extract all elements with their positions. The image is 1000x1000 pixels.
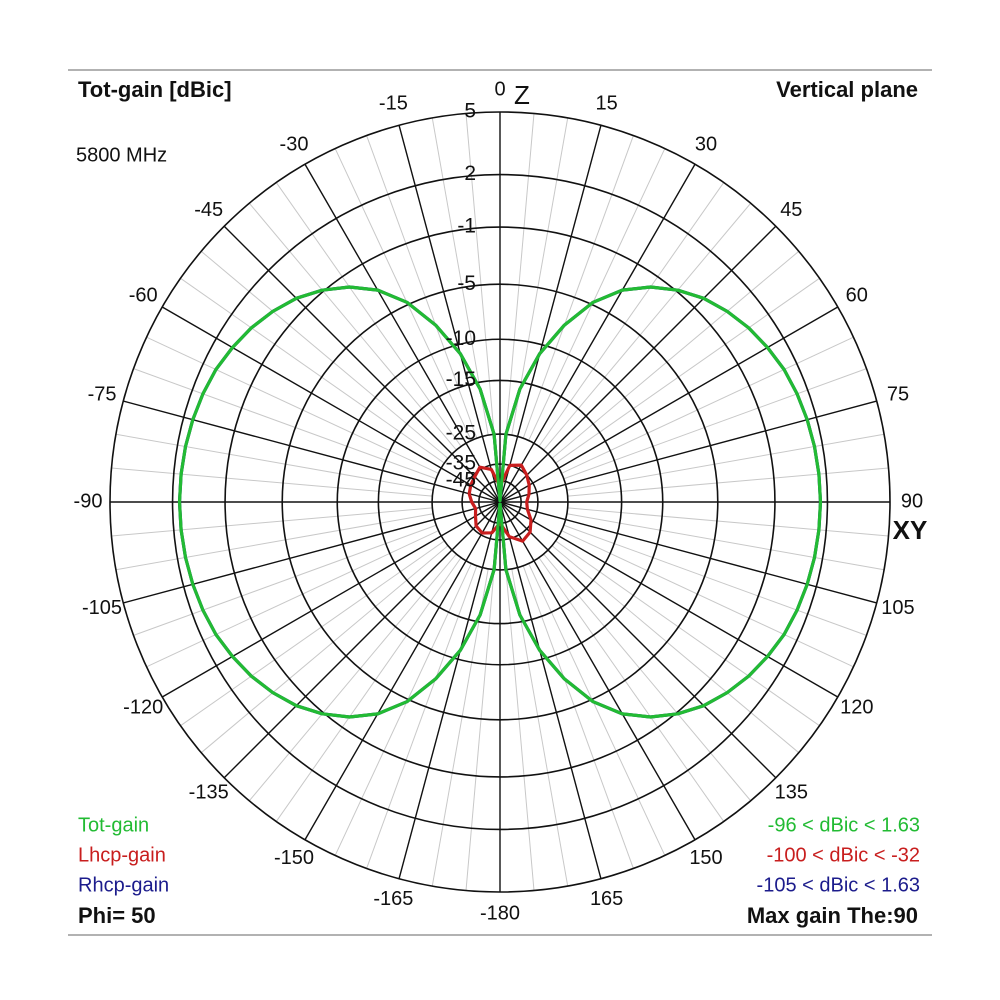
r-tick-label: -5 bbox=[457, 272, 476, 295]
angle-spoke bbox=[499, 306, 839, 503]
angle-spoke bbox=[499, 501, 839, 698]
angle-tick-label: -180 bbox=[480, 902, 520, 924]
angle-tick-label: -135 bbox=[189, 782, 229, 804]
xy-axis-label: XY bbox=[893, 515, 928, 545]
angle-tick-label: -105 bbox=[82, 597, 122, 619]
angle-tick-label: 90 bbox=[901, 490, 923, 512]
angle-tick-label: 105 bbox=[881, 597, 914, 619]
angle-tick-label: 45 bbox=[780, 199, 802, 221]
angle-tick-label: -150 bbox=[274, 847, 314, 869]
angle-tick-label: -15 bbox=[379, 92, 408, 114]
angle-spoke bbox=[499, 225, 777, 503]
phi-label: Phi= 50 bbox=[78, 903, 156, 928]
max-gain-label: Max gain The:90 bbox=[747, 903, 918, 928]
r-tick-label: 2 bbox=[464, 162, 476, 185]
angle-spoke bbox=[499, 501, 696, 841]
angle-tick-label: -165 bbox=[373, 888, 413, 910]
r-tick-label: -1 bbox=[457, 215, 476, 238]
angle-spoke bbox=[499, 501, 602, 879]
legend-entry: Tot-gain bbox=[78, 814, 149, 836]
legend-entry: Lhcp-gain bbox=[78, 844, 166, 866]
labels: Tot-gain [dBic] Vertical plane 5800 MHz … bbox=[74, 77, 928, 928]
r-tick-label: -45 bbox=[446, 468, 476, 491]
legend-range: -96 < dBic < 1.63 bbox=[768, 814, 920, 836]
angle-spoke bbox=[223, 501, 501, 779]
grid bbox=[109, 111, 891, 893]
angle-spoke bbox=[123, 400, 501, 503]
angle-tick-label: -30 bbox=[280, 133, 309, 155]
r-tick-label: 5 bbox=[464, 100, 476, 123]
angle-tick-label: -120 bbox=[123, 696, 163, 718]
plot bbox=[177, 285, 823, 719]
frequency: 5800 MHz bbox=[76, 144, 167, 166]
r-tick-label: -35 bbox=[446, 452, 476, 475]
angle-tick-label: 120 bbox=[840, 696, 873, 718]
angle-tick-label: 0 bbox=[494, 78, 505, 100]
angle-spoke bbox=[304, 163, 501, 503]
angle-spoke bbox=[161, 501, 501, 698]
chart-subtitle: Vertical plane bbox=[776, 77, 918, 102]
angle-spoke bbox=[398, 125, 501, 503]
angle-tick-label: 30 bbox=[695, 133, 717, 155]
angle-spoke bbox=[223, 225, 501, 503]
angle-spoke bbox=[161, 306, 501, 503]
angle-spoke bbox=[499, 501, 877, 604]
series-line bbox=[177, 285, 823, 719]
legend-range: -100 < dBic < -32 bbox=[767, 844, 920, 866]
angle-tick-label: 165 bbox=[590, 888, 623, 910]
legend-range: -105 < dBic < 1.63 bbox=[757, 874, 920, 896]
angle-tick-label: -90 bbox=[74, 490, 103, 512]
angle-tick-label: 60 bbox=[846, 284, 868, 306]
chart-title: Tot-gain [dBic] bbox=[78, 77, 232, 102]
angle-tick-label: -75 bbox=[88, 384, 117, 406]
angle-tick-label: 15 bbox=[596, 92, 618, 114]
angle-spoke bbox=[123, 501, 501, 604]
angle-tick-label: 75 bbox=[887, 384, 909, 406]
z-axis-label: Z bbox=[514, 80, 530, 110]
angle-tick-label: -60 bbox=[129, 284, 158, 306]
angle-spoke bbox=[499, 501, 777, 779]
angle-spoke bbox=[499, 400, 877, 503]
legend-entry: Rhcp-gain bbox=[78, 874, 169, 896]
angle-spoke bbox=[304, 501, 501, 841]
angle-tick-label: -45 bbox=[194, 199, 223, 221]
r-tick-label: -25 bbox=[446, 422, 476, 445]
r-tick-label: -10 bbox=[446, 327, 476, 350]
r-tick-label: -15 bbox=[446, 368, 476, 391]
angle-spoke bbox=[499, 163, 696, 503]
angle-spoke bbox=[398, 501, 501, 879]
angle-tick-label: 135 bbox=[775, 782, 808, 804]
angle-tick-label: 150 bbox=[689, 847, 722, 869]
angle-spoke bbox=[499, 125, 602, 503]
